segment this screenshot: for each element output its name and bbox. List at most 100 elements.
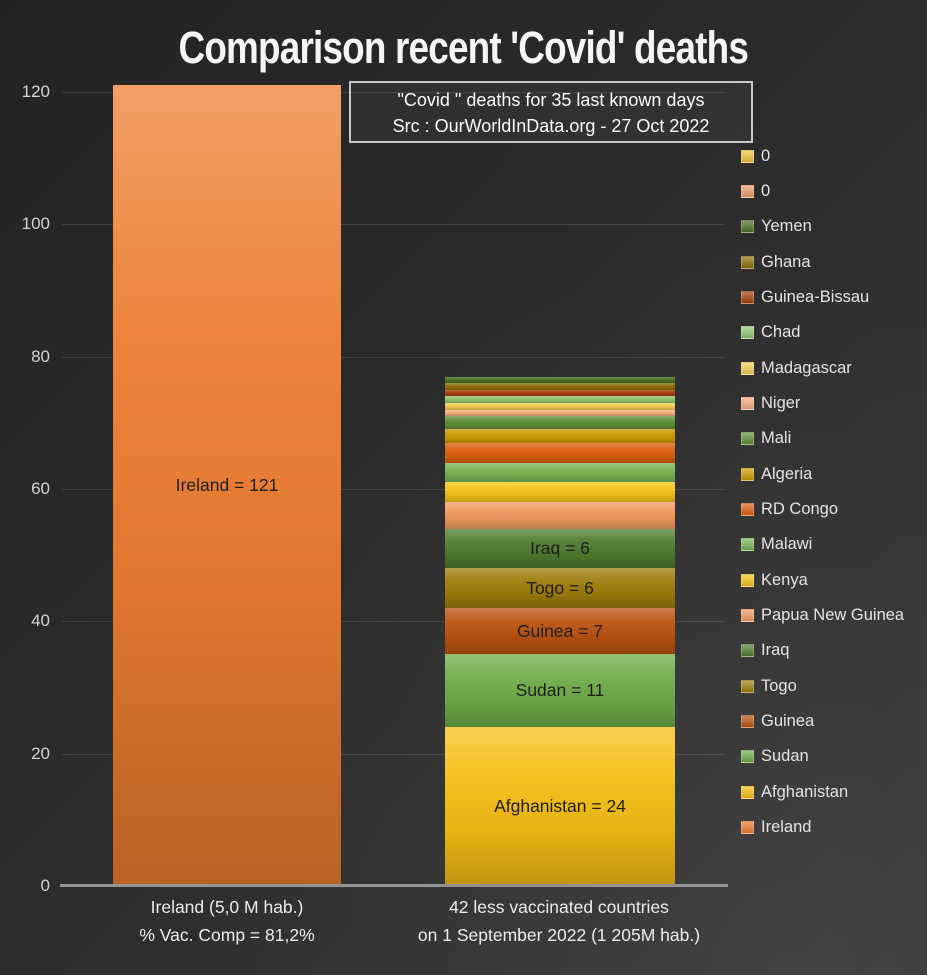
legend-item-madagascar: Madagascar	[741, 357, 852, 379]
legend-swatch-icon	[741, 326, 754, 340]
legend-swatch-icon	[741, 220, 754, 234]
legend-swatch-icon	[741, 361, 754, 375]
legend-label: Iraq	[761, 641, 790, 660]
legend-swatch-icon	[741, 715, 754, 729]
x-axis-label-ireland-line1: Ireland (5,0 M hab.)	[150, 897, 304, 917]
legend-swatch-icon	[741, 396, 754, 410]
legend-item-mali: Mali	[741, 428, 791, 450]
bar-segment-niger	[445, 409, 675, 417]
legend-label: Sudan	[761, 747, 809, 766]
legend-label: Papua New Guinea	[761, 606, 905, 625]
legend-label: 0	[761, 181, 771, 200]
legend-item-papua-new-guinea: Papua New Guinea	[741, 605, 904, 627]
legend-label: Malawi	[761, 535, 813, 554]
legend: 0 0 Yemen Ghana Guinea-Bissau Chad Madagascar N…	[741, 0, 927, 975]
legend-swatch-icon	[741, 538, 754, 552]
legend-item-ghana: Ghana	[741, 251, 811, 273]
legend-item-0: 0	[741, 180, 770, 202]
bar-42-countries: Afghanistan = 24 Sudan = 11 Guinea = 7 Togo…	[445, 0, 675, 886]
legend-label: Togo	[761, 676, 797, 695]
legend-item-yemen: Yemen	[741, 216, 812, 238]
gridline-60	[62, 489, 725, 490]
legend-label: Niger	[761, 393, 801, 412]
legend-label: Yemen	[761, 217, 812, 236]
bar-segment-guinea-bissau	[445, 389, 675, 397]
legend-item-guinea-bissau: Guinea-Bissau	[741, 286, 869, 308]
x-axis-label-42-countries: 42 less vaccinated countries on 1 Septem…	[359, 893, 759, 949]
legend-item-kenya: Kenya	[741, 569, 808, 591]
source-note-line2: Src : OurWorldInData.org - 27 Oct 2022	[392, 116, 710, 136]
bar-segment-ghana	[445, 383, 675, 390]
x-axis-line	[60, 884, 728, 887]
legend-label: RD Congo	[761, 500, 839, 518]
legend-swatch-icon	[741, 644, 754, 658]
legend-item-afghanistan: Afghanistan	[741, 781, 848, 803]
x-axis-label-42-countries-line1: 42 less vaccinated countries	[449, 897, 669, 917]
legend-swatch-icon	[741, 255, 754, 269]
gridline-80	[62, 356, 725, 358]
legend-swatch-icon	[741, 432, 754, 446]
x-axis-label-ireland: Ireland (5,0 M hab.) % Vac. Comp = 81,2%	[67, 893, 387, 949]
legend-swatch-icon	[741, 184, 754, 198]
legend-label: Mali	[761, 429, 792, 448]
legend-swatch-icon	[741, 785, 754, 799]
x-axis-label-ireland-line2: % Vac. Comp = 81,2%	[139, 925, 315, 945]
bar-segment-label: Afghanistan = 24	[494, 796, 626, 817]
gridline-20	[62, 753, 725, 755]
chart-title: Comparison recent 'Covid' deaths	[0, 22, 927, 74]
legend-item-sudan: Sudan	[741, 746, 809, 768]
bar-segment-label: Ireland = 121	[175, 475, 279, 496]
legend-item-rd-congo: RD Congo	[741, 499, 838, 521]
y-tick-label-80: 80	[31, 346, 50, 366]
legend-label: Madagascar	[761, 358, 852, 377]
bar-segment-mali	[445, 416, 675, 430]
y-tick-label-120: 120	[21, 82, 50, 101]
y-tick-label-0: 0	[40, 876, 50, 895]
legend-item-0: 0	[741, 145, 770, 167]
legend-swatch-icon	[741, 609, 754, 623]
bar-segment-sudan: Sudan = 11	[445, 654, 675, 728]
legend-swatch-icon	[741, 821, 754, 835]
bar-segment-label: Togo = 6	[526, 577, 594, 598]
bar-segment-ireland: Ireland = 121	[113, 85, 341, 886]
bar-segment-madagascar	[445, 402, 675, 410]
legend-label: Kenya	[761, 570, 808, 589]
bar-segment-iraq: Iraq = 6	[445, 528, 675, 569]
bar-segment-chad	[445, 396, 675, 403]
y-tick-label-40: 40	[31, 611, 50, 631]
source-note-line1: "Covid " deaths for 35 last known days	[397, 90, 705, 110]
bar-segment-malawi	[445, 462, 675, 483]
bar-segment-kenya	[445, 482, 675, 503]
legend-label: Algeria	[761, 464, 813, 483]
legend-item-iraq: Iraq	[741, 640, 789, 662]
legend-label: Guinea-Bissau	[761, 287, 870, 306]
gridline-40	[62, 621, 725, 623]
bar-segment-afghanistan: Afghanistan = 24	[445, 727, 675, 886]
y-tick-label-20: 20	[31, 743, 50, 763]
legend-item-malawi: Malawi	[741, 534, 812, 556]
legend-item-ireland: Ireland	[741, 817, 811, 839]
legend-swatch-icon	[741, 467, 754, 481]
legend-swatch-icon	[741, 750, 754, 764]
legend-label: Ireland	[761, 818, 812, 837]
legend-swatch-icon	[741, 503, 754, 516]
legend-label: Guinea	[761, 712, 815, 731]
legend-label: Ghana	[761, 252, 811, 271]
x-axis-label-42-countries-line2: on 1 September 2022 (1 205M hab.)	[417, 925, 701, 945]
gridline-120	[62, 92, 725, 93]
bar-segment-label: Iraq = 6	[530, 538, 590, 559]
legend-swatch-icon	[741, 149, 754, 163]
bar-segment-label: Sudan = 11	[515, 680, 605, 701]
legend-swatch-icon	[741, 290, 754, 304]
bar-ireland: Ireland = 121	[113, 0, 341, 886]
bar-segment-togo: Togo = 6	[445, 568, 675, 609]
legend-label: 0	[761, 146, 771, 165]
legend-item-togo: Togo	[741, 675, 797, 697]
bar-segment-label: Guinea = 7	[516, 620, 604, 641]
y-tick-label-60: 60	[31, 479, 50, 498]
bar-segment-papua-new-guinea	[445, 502, 675, 529]
y-tick-label-100: 100	[21, 214, 50, 234]
legend-label: Afghanistan	[761, 782, 849, 801]
source-note-box: "Covid " deaths for 35 last known days S…	[349, 81, 753, 143]
